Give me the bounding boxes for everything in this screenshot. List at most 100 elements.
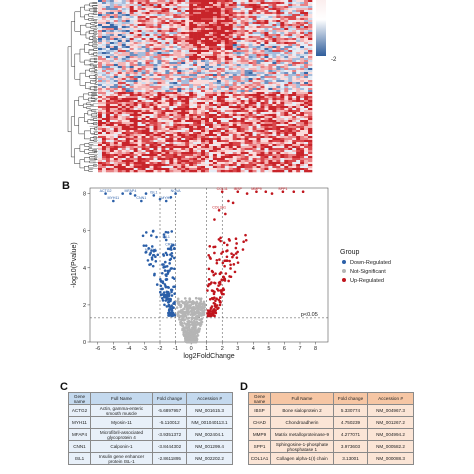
heatmap-cell [208,34,214,37]
heatmap-cell [208,54,214,57]
heatmap-cell [292,162,297,165]
heatmap-cell [304,116,309,119]
heatmap-cell [296,156,301,159]
heatmap-cell [308,132,313,135]
heatmap-cell [181,122,186,125]
heatmap-cell [264,122,269,125]
heatmap-cell [292,30,297,33]
heatmap-cell [304,114,309,117]
heatmap-cell [304,168,309,171]
heatmap-cell [177,14,182,17]
heatmap-cell [296,74,301,77]
heatmap-cell [129,140,134,143]
heatmap-cell [300,42,305,45]
heatmap-cell [109,92,115,95]
heatmap-cell [292,126,297,129]
heatmap-cell [149,76,154,79]
heatmap-cell [201,52,206,55]
heatmap-cell [113,126,119,129]
heatmap-cell [189,78,194,81]
heatmap-cell [292,0,297,3]
heatmap-cell [145,2,150,5]
heatmap-cell [260,166,265,169]
heatmap-cell [268,76,273,79]
heatmap-cell [212,82,218,85]
heatmap-cell [129,104,134,107]
heatmap-cell [208,124,214,127]
heatmap-cell [129,130,134,133]
heatmap-cell [308,48,313,51]
heatmap-cell [252,50,257,53]
heatmap-cell [212,144,218,147]
heatmap-cell [240,98,245,101]
heatmap-cell [98,116,103,119]
heatmap-cell [141,156,146,159]
heatmap-cell [252,84,257,87]
heatmap-cell [173,104,178,107]
heatmap-cell [232,76,237,79]
heatmap-cell [121,138,127,141]
heatmap-cell [288,34,293,37]
heatmap-cell [105,58,111,61]
heatmap-cell [121,162,127,165]
heatmap-cell [308,150,313,153]
heatmap-cell [256,90,261,93]
heatmap-cell [157,4,162,7]
heatmap-cell [137,26,142,29]
heatmap-cell [236,118,241,121]
heatmap-cell [161,62,166,65]
heatmap-cell [272,86,277,89]
heatmap-cell [193,92,198,95]
heatmap-cell [212,68,218,71]
heatmap-cell [244,154,249,157]
heatmap-cell [224,66,230,69]
heatmap-cell [228,132,234,135]
heatmap-cell [165,50,170,53]
heatmap-cell [137,6,142,9]
heatmap-cell [117,108,123,111]
heatmap-cell [220,116,226,119]
heatmap-cell [181,40,186,43]
heatmap-cell [101,48,107,51]
heatmap-cell [272,52,277,55]
heatmap-cell [292,2,297,5]
heatmap-cell [264,160,269,163]
heatmap-cell [149,114,154,117]
heatmap-cell [98,54,103,57]
heatmap-cell [268,2,273,5]
heatmap-cell [181,146,186,149]
heatmap-cell [248,84,253,87]
heatmap-cell [220,6,226,9]
heatmap-cell [161,106,166,109]
heatmap-cell [169,114,174,117]
heatmap-cell [105,46,111,49]
heatmap-cell [141,78,146,81]
heatmap-cell [157,62,162,65]
heatmap-cell [268,118,273,121]
heatmap-cell [240,24,245,27]
heatmap-cell [145,162,150,165]
heatmap-cell [121,48,127,51]
heatmap-cell [125,44,130,47]
heatmap-cell [109,140,115,143]
heatmap-cell [300,156,305,159]
heatmap-cell [288,102,293,105]
heatmap-cell [228,38,234,41]
heatmap-cell [224,54,230,57]
heatmap-cell [300,132,305,135]
heatmap-cell [121,32,127,35]
heatmap-cell [296,94,301,97]
heatmap-cell [193,34,198,37]
heatmap-cell [157,126,162,129]
heatmap-cell [304,6,309,9]
heatmap-cell [248,122,253,125]
heatmap-cell [232,36,237,39]
heatmap-cell [173,150,178,153]
heatmap-cell [141,146,146,149]
heatmap-cell [212,74,218,77]
heatmap-cell [232,90,237,93]
heatmap-cell [157,56,162,59]
heatmap-cell [308,106,313,109]
heatmap-cell [288,156,293,159]
heatmap-cell [157,50,162,53]
